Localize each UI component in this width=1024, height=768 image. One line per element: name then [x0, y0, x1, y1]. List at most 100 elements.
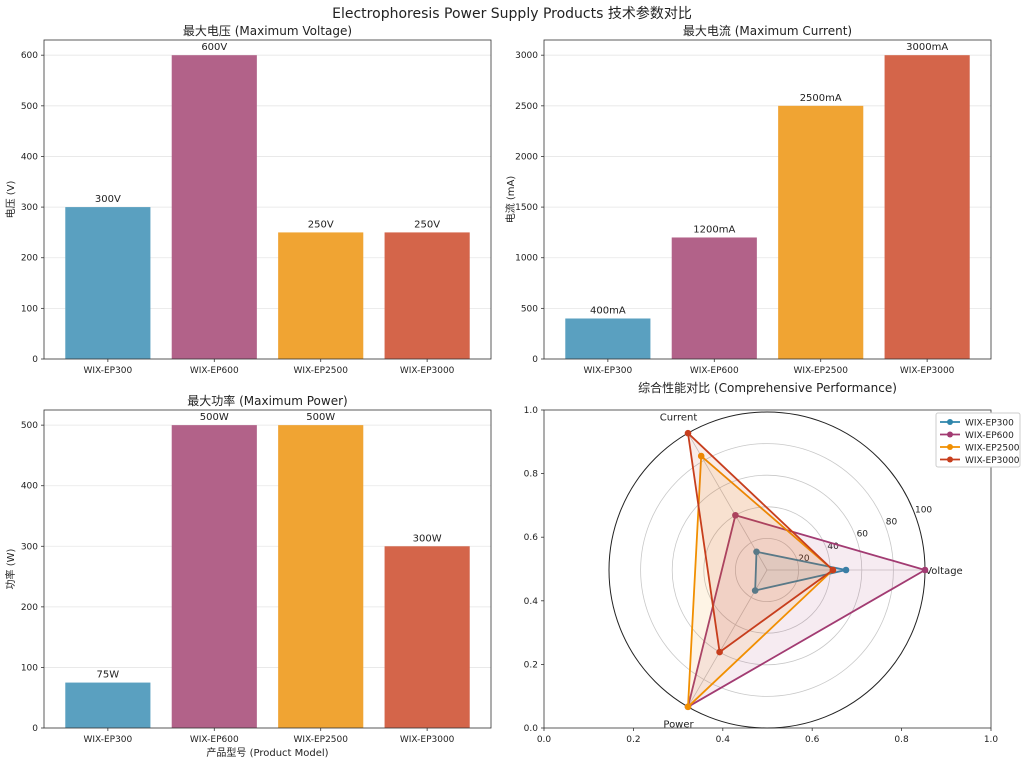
radial-tick-label: 80 [886, 518, 898, 528]
x-tick-label: WIX-EP3000 [400, 735, 455, 745]
y-axis-label: 功率 (W) [4, 548, 17, 589]
y-tick-label: 0 [32, 355, 38, 365]
y-tick-label: 2000 [515, 152, 538, 162]
y-tick-label: 600 [21, 51, 38, 61]
x-tick-label: WIX-EP300 [83, 366, 132, 376]
bar-WIX-EP2500 [278, 425, 364, 728]
y-tick-label: 200 [21, 603, 38, 613]
y-tick-label: 2500 [515, 102, 538, 112]
data-point [716, 648, 723, 656]
y-tick-label: 1.0 [524, 406, 539, 416]
x-tick-label: WIX-EP600 [690, 366, 739, 376]
figure-title: Electrophoresis Power Supply Products 技术… [332, 5, 692, 22]
x-tick-label: 1.0 [984, 735, 999, 745]
data-label: 75W [97, 670, 120, 681]
legend-label: WIX-EP3000 [965, 456, 1020, 466]
data-label: 500W [306, 412, 335, 423]
bar-WIX-EP300 [65, 682, 151, 728]
x-tick-label: 0.8 [894, 735, 909, 745]
x-tick-label: WIX-EP300 [83, 735, 132, 745]
x-tick-label: 0.2 [626, 735, 640, 745]
x-axis-label: 产品型号 (Product Model) [206, 746, 328, 759]
axis-label-power: Power [663, 719, 694, 730]
y-tick-label: 3000 [515, 51, 538, 61]
y-tick-label: 0.4 [524, 597, 539, 607]
data-label: 300V [95, 194, 121, 205]
y-axis-label: 电压 (V) [4, 180, 17, 218]
bar-chart-2: 0 500 1000 1500 2000 2500 3000 400mA WIX-EP300 12… [504, 24, 992, 376]
bar-WIX-EP600 [171, 55, 257, 359]
legend-label: WIX-EP2500 [965, 444, 1020, 454]
y-tick-label: 500 [21, 421, 38, 431]
legend-label: WIX-EP600 [965, 431, 1014, 441]
bar-WIX-EP600 [171, 425, 257, 728]
data-label: 600V [201, 42, 227, 53]
x-tick-label: WIX-EP2500 [293, 366, 348, 376]
radial-tick-label: 60 [857, 530, 869, 540]
y-tick-label: 0.6 [524, 533, 539, 543]
chart-title: 综合性能对比 (Comprehensive Performance) [638, 380, 897, 395]
legend-marker [947, 456, 953, 463]
data-label: 400mA [590, 305, 626, 316]
chart-title: 最大电压 (Maximum Voltage) [183, 24, 352, 38]
y-tick-label: 0 [32, 724, 38, 734]
data-point [751, 587, 759, 594]
data-point [921, 566, 929, 574]
x-tick-label: 0.4 [716, 735, 731, 745]
legend-marker [947, 444, 953, 450]
x-tick-label: WIX-EP3000 [400, 366, 455, 376]
y-tick-label: 100 [21, 663, 38, 673]
y-axis-label: 电流 (mA) [504, 176, 517, 224]
series-WIX-EP600 [687, 514, 926, 708]
bar-chart-1: 0 100 200 300 400 500 600 300V WIX-EP300 600V WIX-… [4, 24, 492, 376]
y-tick-label: 1000 [515, 254, 538, 264]
legend: WIX-EP300 WIX-EP600 WIX-EP2500 WIX-EP3000 [935, 412, 1021, 468]
x-tick-label: WIX-EP2500 [793, 366, 848, 376]
data-point [753, 548, 760, 556]
bar-WIX-EP300 [565, 318, 651, 359]
data-label: 500W [200, 412, 229, 423]
y-tick-label: 400 [21, 152, 38, 162]
series-WIX-EP3000 [687, 432, 834, 653]
axes-frame [543, 39, 992, 360]
radial-tick-label: 40 [827, 542, 839, 552]
legend-label: WIX-EP300 [965, 419, 1014, 429]
radar-chart: 0.00.0 0.2 0.2 0.4 0.4 0.6 0.6 0.8 0.8 1.0 1.0 20 40… [524, 380, 1021, 745]
chart-title: 最大功率 (Maximum Power) [187, 393, 347, 408]
legend-marker [947, 419, 953, 425]
y-tick-label: 200 [21, 254, 38, 264]
y-tick-label: 300 [21, 542, 38, 552]
x-tick-label: WIX-EP600 [190, 366, 239, 376]
bar-WIX-EP2500 [278, 232, 364, 359]
data-point [684, 703, 692, 711]
bar-WIX-EP3000 [384, 232, 470, 359]
data-point [732, 511, 739, 519]
x-tick-label: WIX-EP600 [190, 735, 239, 745]
data-point [684, 429, 692, 437]
y-tick-label: 0.8 [524, 470, 539, 480]
bar-WIX-EP2500 [778, 105, 864, 359]
x-tick-label: WIX-EP300 [583, 366, 632, 376]
data-point [697, 452, 705, 460]
data-label: 2500mA [800, 93, 842, 104]
legend-box [935, 412, 1021, 468]
axes-frame [43, 409, 492, 729]
data-label: 1200mA [693, 224, 735, 235]
radial-tick-label: 100 [915, 506, 932, 516]
legend-marker [947, 431, 953, 438]
y-tick-label: 300 [21, 203, 38, 213]
data-label: 300W [413, 533, 442, 544]
x-tick-label: WIX-EP2500 [293, 735, 348, 745]
axes-frame [43, 39, 492, 360]
data-label: 250V [308, 219, 334, 230]
radial-tick-label: 20 [798, 554, 810, 564]
data-label: 250V [414, 219, 440, 230]
axis-label-current: Current [660, 413, 698, 424]
data-point [829, 566, 837, 574]
x-tick-label: WIX-EP3000 [900, 366, 955, 376]
x-tick-label: 0.6 [805, 735, 820, 745]
y-tick-label: 500 [21, 102, 38, 112]
axis-label-voltage: Voltage [925, 566, 963, 577]
series-WIX-EP300 [754, 550, 847, 592]
